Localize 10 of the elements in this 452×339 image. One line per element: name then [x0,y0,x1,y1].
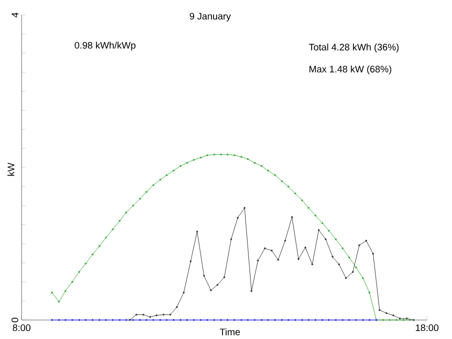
y-tick-label: 0 [12,318,18,322]
x-tick-label: 8:00 [12,324,30,332]
annotation: Total 4.28 kWh (36%) [308,44,399,52]
x-axis-title: Time [220,328,240,336]
chart-title: 9 January [190,12,231,22]
y-tick-label: 4 [12,12,18,18]
annotation: Max 1.48 kW (68%) [310,65,392,74]
y-axis-title: kW [7,162,14,176]
annotation: 0.98 kWh/kWp [74,42,136,51]
x-tick-label: 18:00 [416,324,438,332]
